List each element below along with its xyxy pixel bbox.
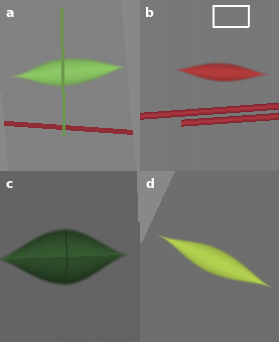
Text: d: d (145, 178, 154, 191)
Text: b: b (145, 7, 154, 20)
Text: a: a (6, 7, 14, 20)
Text: c: c (6, 178, 13, 191)
